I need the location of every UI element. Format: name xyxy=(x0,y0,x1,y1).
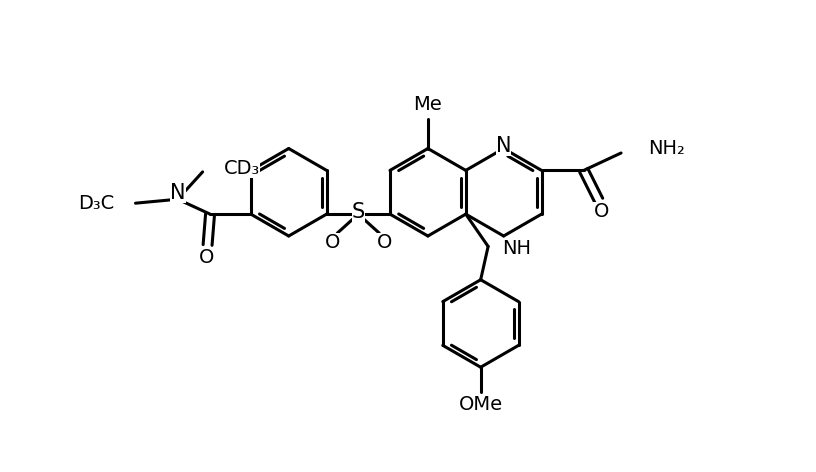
Text: CD₃: CD₃ xyxy=(224,160,259,178)
Text: D₃C: D₃C xyxy=(78,194,114,213)
Text: S: S xyxy=(352,202,365,222)
Text: O: O xyxy=(325,234,340,253)
Text: Me: Me xyxy=(414,95,442,114)
Text: O: O xyxy=(593,202,609,220)
Text: O: O xyxy=(376,234,392,253)
Text: N: N xyxy=(170,183,185,203)
Text: N: N xyxy=(496,136,512,156)
Text: OMe: OMe xyxy=(459,395,503,414)
Text: NH₂: NH₂ xyxy=(649,138,685,158)
Text: NH: NH xyxy=(502,239,531,259)
Text: O: O xyxy=(199,248,215,267)
